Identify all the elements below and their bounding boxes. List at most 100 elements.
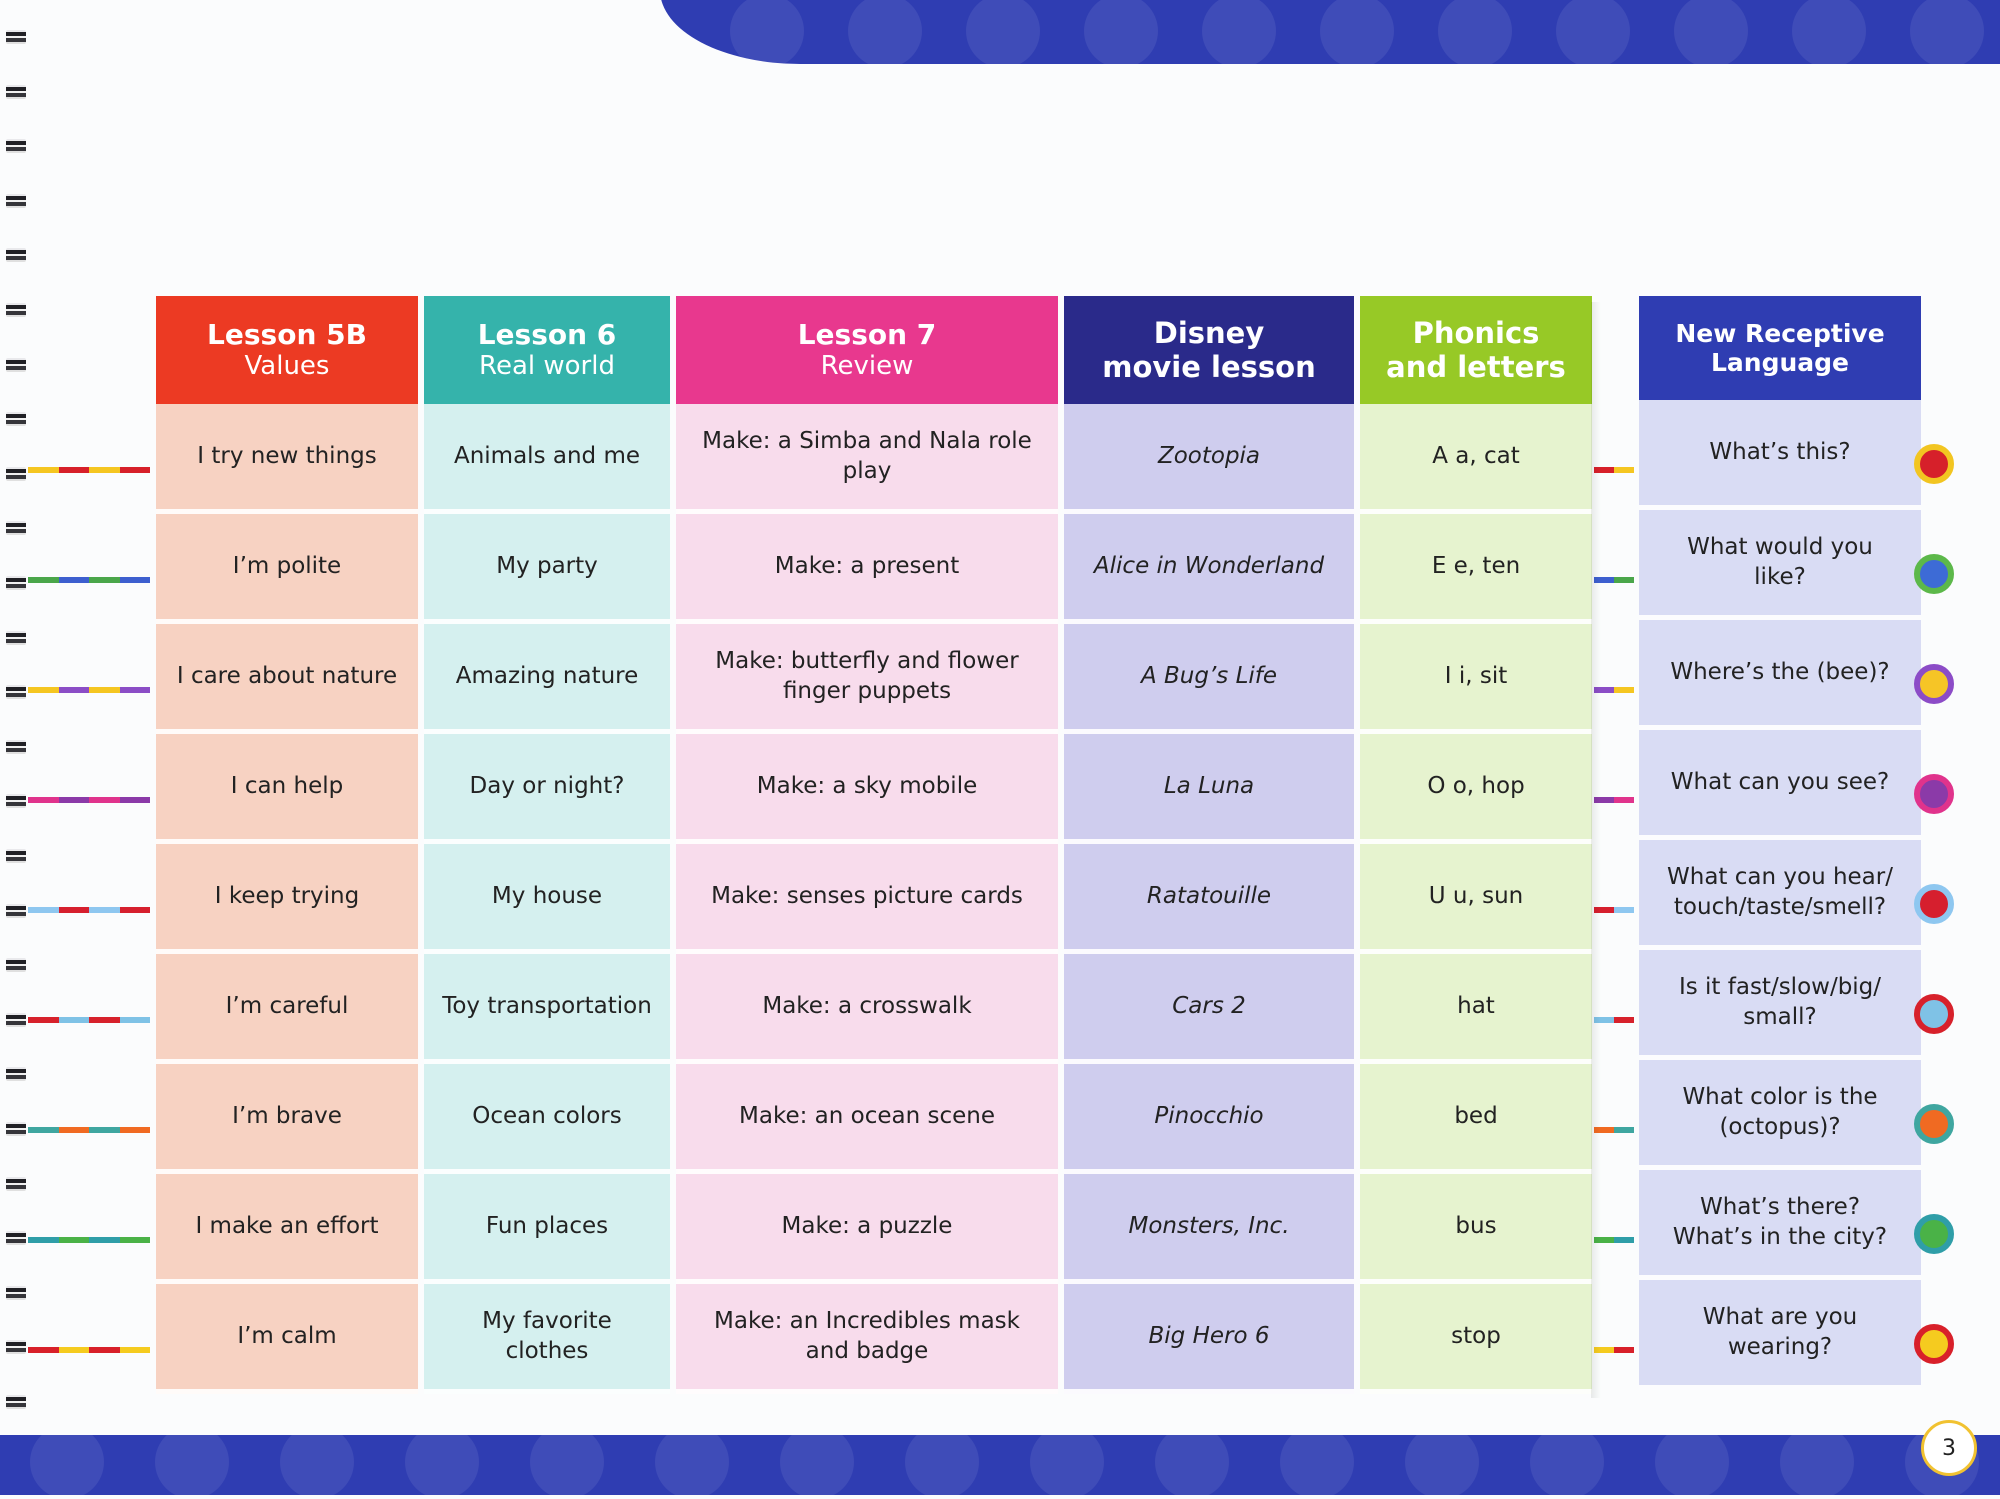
row-strip (1594, 1127, 1634, 1133)
cell-real-world: My favorite clothes (424, 1284, 670, 1394)
row-bullet (1914, 994, 1954, 1034)
cell-real-world: Fun places (424, 1174, 670, 1284)
header-line-2: Real world (479, 351, 615, 382)
cell-phonics: bus (1360, 1174, 1592, 1284)
column-header-movie: Disney movie lesson (1064, 296, 1354, 404)
band-dot (966, 0, 1040, 68)
spiral-ring-wire (6, 303, 26, 317)
spiral-ring (0, 574, 28, 592)
strip-segment (28, 1017, 59, 1023)
cell-phonics: A a, cat (1360, 404, 1592, 514)
cell-values: I’m polite (156, 514, 418, 624)
band-dot (905, 1425, 979, 1499)
cell-real-world: My house (424, 844, 670, 954)
band-dot (655, 1425, 729, 1499)
strip-segment (58, 1127, 89, 1133)
spiral-ring-wire (6, 1340, 26, 1355)
cell-movie: Zootopia (1064, 404, 1354, 514)
cell-real-world: Ocean colors (424, 1064, 670, 1174)
band-dot (155, 1425, 229, 1499)
band-dot (1202, 0, 1276, 68)
strip-segment (89, 1017, 120, 1023)
strip-segment (1594, 1127, 1614, 1133)
band-dot (1280, 1425, 1354, 1499)
strip-segment (119, 797, 150, 803)
row-bullet (1914, 774, 1954, 814)
spiral-ring (0, 1393, 28, 1411)
spiral-ring (0, 1229, 28, 1247)
row-strip (28, 577, 150, 583)
column-header-real-world: Lesson 6 Real world (424, 296, 670, 404)
spiral-ring-wire (6, 903, 26, 918)
row-bullet (1914, 884, 1954, 924)
header-line-1: Phonics (1412, 315, 1540, 350)
row-strip (28, 467, 150, 473)
cell-movie: A Bug’s Life (1064, 624, 1354, 734)
spiral-ring (0, 1175, 28, 1193)
cell-values: I’m brave (156, 1064, 418, 1174)
strip-segment (28, 907, 59, 913)
spiral-ring (0, 1338, 28, 1356)
strip-segment (89, 687, 120, 693)
spiral-ring-wire (6, 630, 26, 645)
band-dot (848, 0, 922, 68)
strip-segment (119, 467, 150, 473)
spiral-ring (0, 246, 28, 264)
cell-values: I’m calm (156, 1284, 418, 1394)
strip-segment (119, 1347, 150, 1353)
spiral-ring-wire (6, 958, 26, 973)
row-bullet (1914, 554, 1954, 594)
cell-real-world: My party (424, 514, 670, 624)
strip-segment (89, 1237, 120, 1243)
spiral-ring-wire (6, 1122, 26, 1136)
cell-values: I’m careful (156, 954, 418, 1064)
strip-segment (28, 577, 59, 583)
cell-movie: Big Hero 6 (1064, 1284, 1354, 1394)
cell-values: I care about nature (156, 624, 418, 734)
spiral-ring (0, 465, 28, 483)
cell-review: Make: an Incredibles mask and badge (676, 1284, 1058, 1394)
band-dot (780, 1425, 854, 1499)
header-line-2: and letters (1386, 350, 1566, 384)
cell-review: Make: a present (676, 514, 1058, 624)
band-dot (730, 0, 804, 68)
row-strip (1594, 1237, 1634, 1243)
cell-receptive: What are you wearing? (1639, 1280, 1921, 1390)
band-dot (1320, 0, 1394, 68)
spiral-ring-wire (6, 576, 26, 590)
cell-phonics: hat (1360, 954, 1592, 1064)
row-bullet (1914, 1324, 1954, 1364)
spiral-ring (0, 956, 28, 974)
column-header-receptive: New Receptive Language (1639, 296, 1921, 400)
strip-segment (1614, 1237, 1634, 1243)
strip-segment (119, 907, 150, 913)
cell-values: I try new things (156, 404, 418, 514)
cell-receptive: What can you hear/ touch/taste/smell? (1639, 840, 1921, 950)
strip-segment (28, 687, 59, 693)
band-dot (405, 1425, 479, 1499)
column-header-phonics: Phonics and letters (1360, 296, 1592, 404)
strip-segment (1594, 1017, 1614, 1023)
cell-real-world: Amazing nature (424, 624, 670, 734)
strip-segment (1594, 467, 1614, 473)
lesson-table: Lesson 5B Values Lesson 6 Real world Lesson … (156, 296, 1601, 1398)
spiral-ring (0, 1284, 28, 1302)
spiral-ring-wire (6, 739, 26, 754)
bottom-decorative-band (0, 1425, 2000, 1499)
spiral-ring (0, 792, 28, 810)
strip-segment (119, 1237, 150, 1243)
strip-segment (1614, 1347, 1634, 1353)
cell-receptive: What’s there? What’s in the city? (1639, 1170, 1921, 1280)
cell-values: I can help (156, 734, 418, 844)
strip-segment (119, 687, 150, 693)
band-dot (530, 1425, 604, 1499)
row-strip (28, 687, 150, 693)
strip-segment (28, 1237, 59, 1243)
strip-segment (89, 467, 120, 473)
row-strip (1594, 797, 1634, 803)
row-strip (28, 1017, 150, 1023)
band-dot (1438, 0, 1512, 68)
band-dot (1405, 1425, 1479, 1499)
band-dot (1556, 0, 1630, 68)
strip-segment (1594, 907, 1614, 913)
